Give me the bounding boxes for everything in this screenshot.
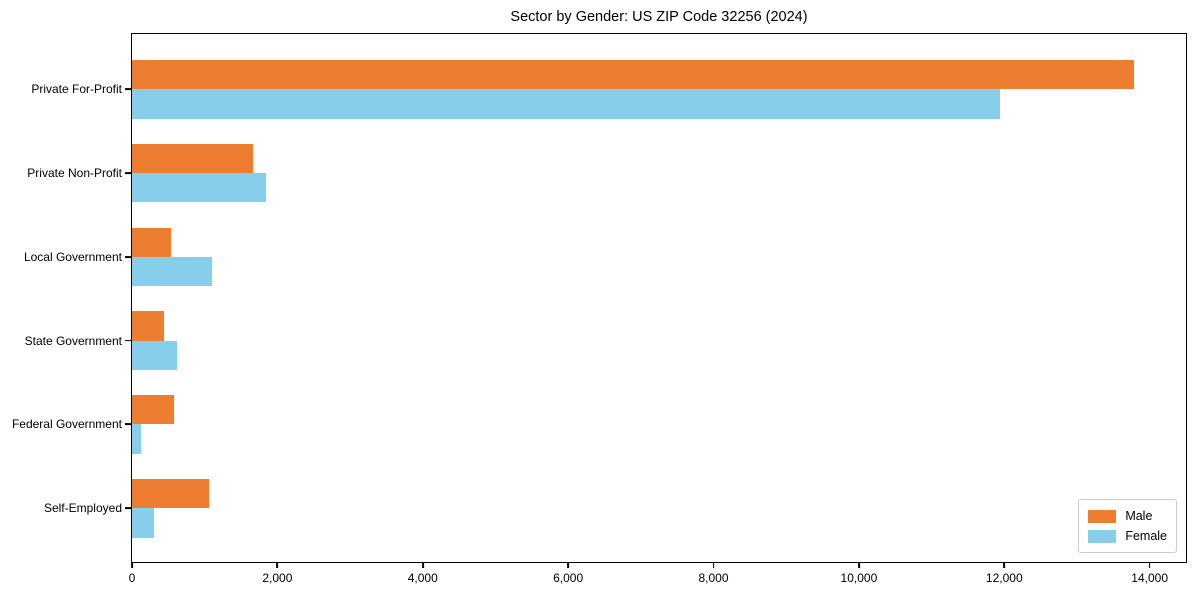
y-axis-label-4: Federal Government	[11, 417, 122, 432]
legend: Male Female	[1078, 499, 1177, 553]
x-tick-mark-0	[131, 562, 133, 568]
x-axis-label-3: 6,000	[553, 571, 584, 585]
y-axis-label-5: Self-Employed	[43, 501, 122, 516]
legend-label-male: Male	[1125, 509, 1153, 523]
bar-male-3	[132, 311, 164, 341]
x-tick-mark-4	[712, 562, 715, 568]
x-axis-label-1: 2,000	[262, 571, 293, 585]
x-axis-label-7: 14,000	[1131, 571, 1168, 585]
x-axis-label-2: 4,000	[407, 571, 438, 585]
x-tick-mark-7	[1148, 562, 1151, 568]
bar-male-5	[132, 478, 210, 509]
x-axis-label-6: 12,000	[985, 571, 1023, 585]
bar-female-3	[132, 340, 178, 370]
legend-item-female: Female	[1088, 526, 1167, 546]
y-tick-mark-4	[124, 423, 131, 426]
bar-male-1	[132, 143, 253, 174]
bar-female-4	[132, 424, 142, 454]
y-axis-label-3: State Government	[24, 333, 122, 348]
chart-title: Sector by Gender: US ZIP Code 32256 (202…	[510, 9, 808, 25]
bar-female-2	[132, 256, 212, 287]
x-tick-mark-3	[567, 562, 570, 568]
x-tick-mark-2	[421, 562, 424, 568]
x-tick-mark-5	[857, 562, 860, 568]
male-swatch-icon	[1088, 509, 1117, 523]
x-axis-label-0: 0	[128, 571, 136, 585]
y-axis-label-2: Local Government	[23, 249, 122, 264]
x-tick-mark-1	[276, 562, 279, 568]
bar-male-2	[132, 227, 171, 257]
y-tick-mark-3	[124, 339, 131, 342]
y-axis-label-1: Private Non-Profit	[27, 166, 122, 181]
y-tick-mark-5	[124, 507, 131, 510]
bar-male-0	[132, 60, 1134, 90]
legend-label-female: Female	[1125, 529, 1167, 543]
bar-female-5	[132, 508, 154, 538]
bar-female-0	[132, 89, 1000, 119]
plot-area: Male Female Private For-Profit Private No…	[12, 33, 1187, 585]
x-axis-label-5: 10,000	[840, 571, 878, 585]
bar-male-4	[132, 395, 175, 425]
x-tick-mark-6	[1003, 562, 1006, 568]
y-tick-mark-1	[124, 172, 131, 174]
bar-female-1	[132, 173, 267, 203]
y-tick-mark-2	[124, 255, 131, 258]
x-axis-label-4: 8,000	[698, 571, 729, 585]
y-tick-mark-0	[124, 88, 131, 91]
legend-item-male: Male	[1088, 506, 1167, 526]
y-axis-label-0: Private For-Profit	[31, 82, 122, 97]
female-swatch-icon	[1088, 529, 1117, 543]
